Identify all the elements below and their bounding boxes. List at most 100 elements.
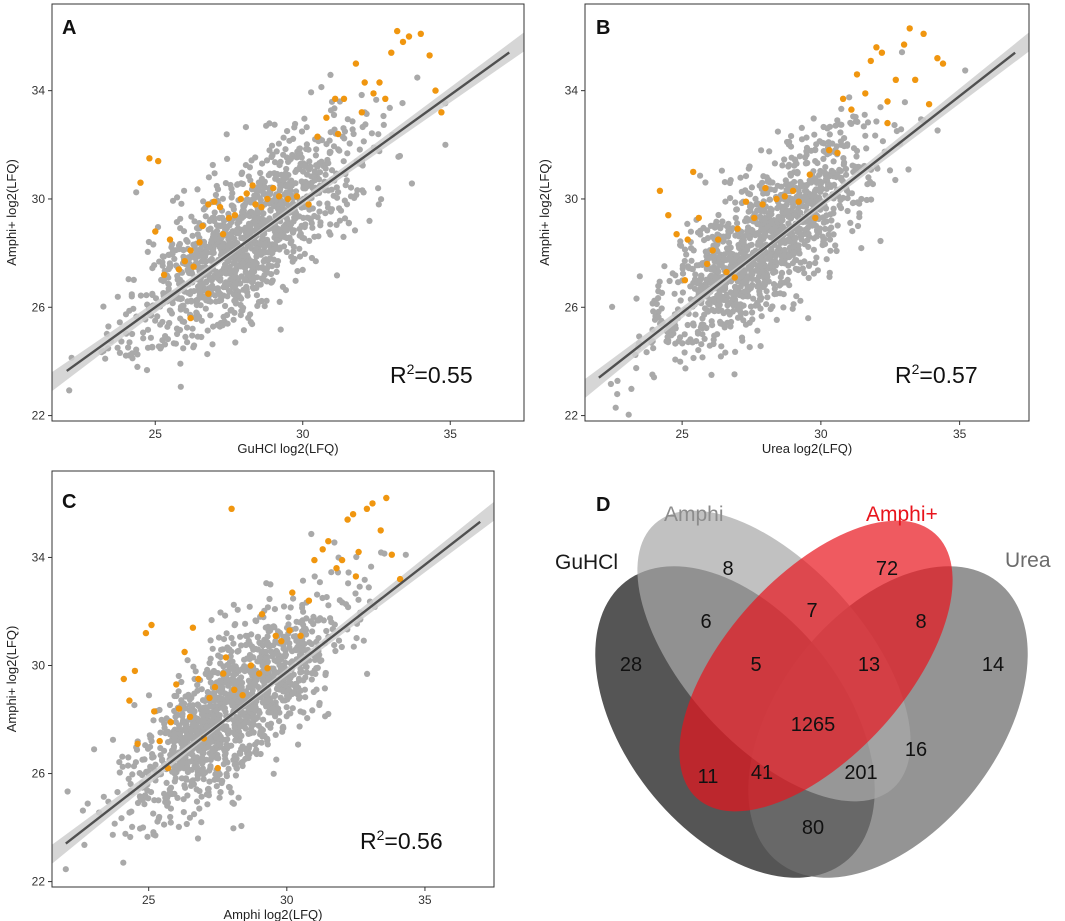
- gray-point: [708, 371, 715, 378]
- gray-point: [805, 315, 812, 322]
- panel-a: A 25 30 35 22 26 30 34 GuHCl log2(LFQ) Amphi+ lo…: [4, 3, 525, 456]
- gray-point: [724, 302, 731, 309]
- gray-point: [228, 789, 235, 796]
- gray-point: [167, 819, 174, 826]
- gray-point: [171, 255, 178, 262]
- gray-point: [677, 297, 684, 304]
- gray-point: [815, 186, 822, 193]
- gray-point: [257, 750, 264, 758]
- gray-point: [245, 677, 252, 684]
- gray-point: [737, 174, 744, 181]
- gray-point: [354, 187, 361, 194]
- gray-point: [791, 156, 798, 163]
- gray-point: [292, 120, 299, 128]
- gray-point: [688, 257, 695, 264]
- gray-point: [268, 278, 276, 285]
- gray-point: [81, 841, 88, 849]
- gray-point: [100, 793, 107, 800]
- gray-point: [820, 219, 828, 226]
- gray-point: [756, 296, 764, 303]
- gray-point: [832, 242, 839, 249]
- orange-point: [884, 119, 891, 127]
- gray-point: [695, 229, 702, 236]
- gray-point: [692, 311, 699, 318]
- gray-point: [745, 233, 753, 240]
- gray-point: [375, 201, 382, 208]
- gray-point: [813, 141, 820, 148]
- y-tick-label: 22: [565, 409, 579, 423]
- gray-point: [754, 207, 761, 214]
- orange-point: [812, 214, 819, 222]
- gray-point: [852, 118, 860, 125]
- gray-point: [335, 637, 343, 644]
- gray-point: [346, 140, 353, 147]
- orange-point: [762, 184, 769, 192]
- gray-point: [366, 217, 373, 224]
- venn-count-all: 1265: [791, 714, 836, 736]
- gray-point: [280, 603, 288, 610]
- gray-point: [279, 687, 286, 694]
- gray-point: [614, 391, 621, 398]
- gray-point: [263, 278, 270, 285]
- gray-point: [175, 688, 182, 695]
- gray-point: [235, 667, 242, 675]
- gray-point: [150, 241, 157, 248]
- gray-point: [269, 197, 276, 204]
- gray-point: [149, 754, 156, 761]
- gray-point: [224, 320, 231, 327]
- gray-point: [222, 708, 229, 716]
- orange-point: [264, 195, 271, 203]
- gray-point: [236, 678, 243, 685]
- gray-point: [230, 316, 237, 323]
- gray-point: [360, 189, 367, 196]
- gray-point: [785, 237, 792, 244]
- orange-point: [742, 198, 750, 205]
- gray-point: [269, 152, 276, 159]
- orange-point: [334, 130, 342, 138]
- gray-point: [380, 121, 387, 128]
- gray-point: [301, 686, 308, 693]
- gray-point: [271, 606, 278, 613]
- gray-point: [260, 210, 267, 217]
- gray-point: [720, 310, 727, 317]
- x-axis-label: Urea log2(LFQ): [762, 441, 852, 456]
- gray-point: [114, 789, 121, 796]
- gray-point: [172, 340, 179, 347]
- gray-point: [774, 128, 782, 135]
- gray-point: [715, 259, 722, 266]
- gray-point: [766, 148, 773, 155]
- gray-point: [256, 654, 263, 661]
- gray-point: [327, 221, 334, 228]
- gray-point: [238, 214, 246, 221]
- gray-point: [901, 99, 909, 106]
- gray-point: [125, 276, 132, 283]
- gray-point: [160, 277, 167, 284]
- orange-point: [131, 667, 139, 675]
- orange-point: [126, 697, 133, 704]
- gray-point: [731, 371, 738, 378]
- gray-point: [848, 120, 855, 127]
- gray-point: [226, 222, 233, 229]
- gray-point: [160, 253, 167, 260]
- gray-point: [270, 770, 277, 777]
- gray-point: [744, 283, 751, 290]
- gray-point: [823, 256, 830, 263]
- gray-point: [748, 184, 756, 191]
- gray-point: [681, 349, 688, 356]
- gray-point: [844, 142, 851, 149]
- gray-point: [301, 250, 308, 257]
- gray-point: [223, 773, 230, 780]
- gray-point: [152, 832, 159, 839]
- gray-point: [196, 805, 203, 812]
- gray-point: [813, 254, 820, 261]
- gray-point: [327, 129, 334, 136]
- gray-point: [316, 200, 323, 207]
- orange-point: [665, 212, 672, 219]
- gray-point: [643, 349, 650, 356]
- gray-point: [263, 297, 270, 304]
- venn-count-amphi-urea: 16: [905, 739, 927, 761]
- gray-point: [252, 741, 259, 748]
- gray-point: [695, 347, 702, 354]
- gray-point: [152, 317, 159, 324]
- gray-point: [165, 739, 172, 746]
